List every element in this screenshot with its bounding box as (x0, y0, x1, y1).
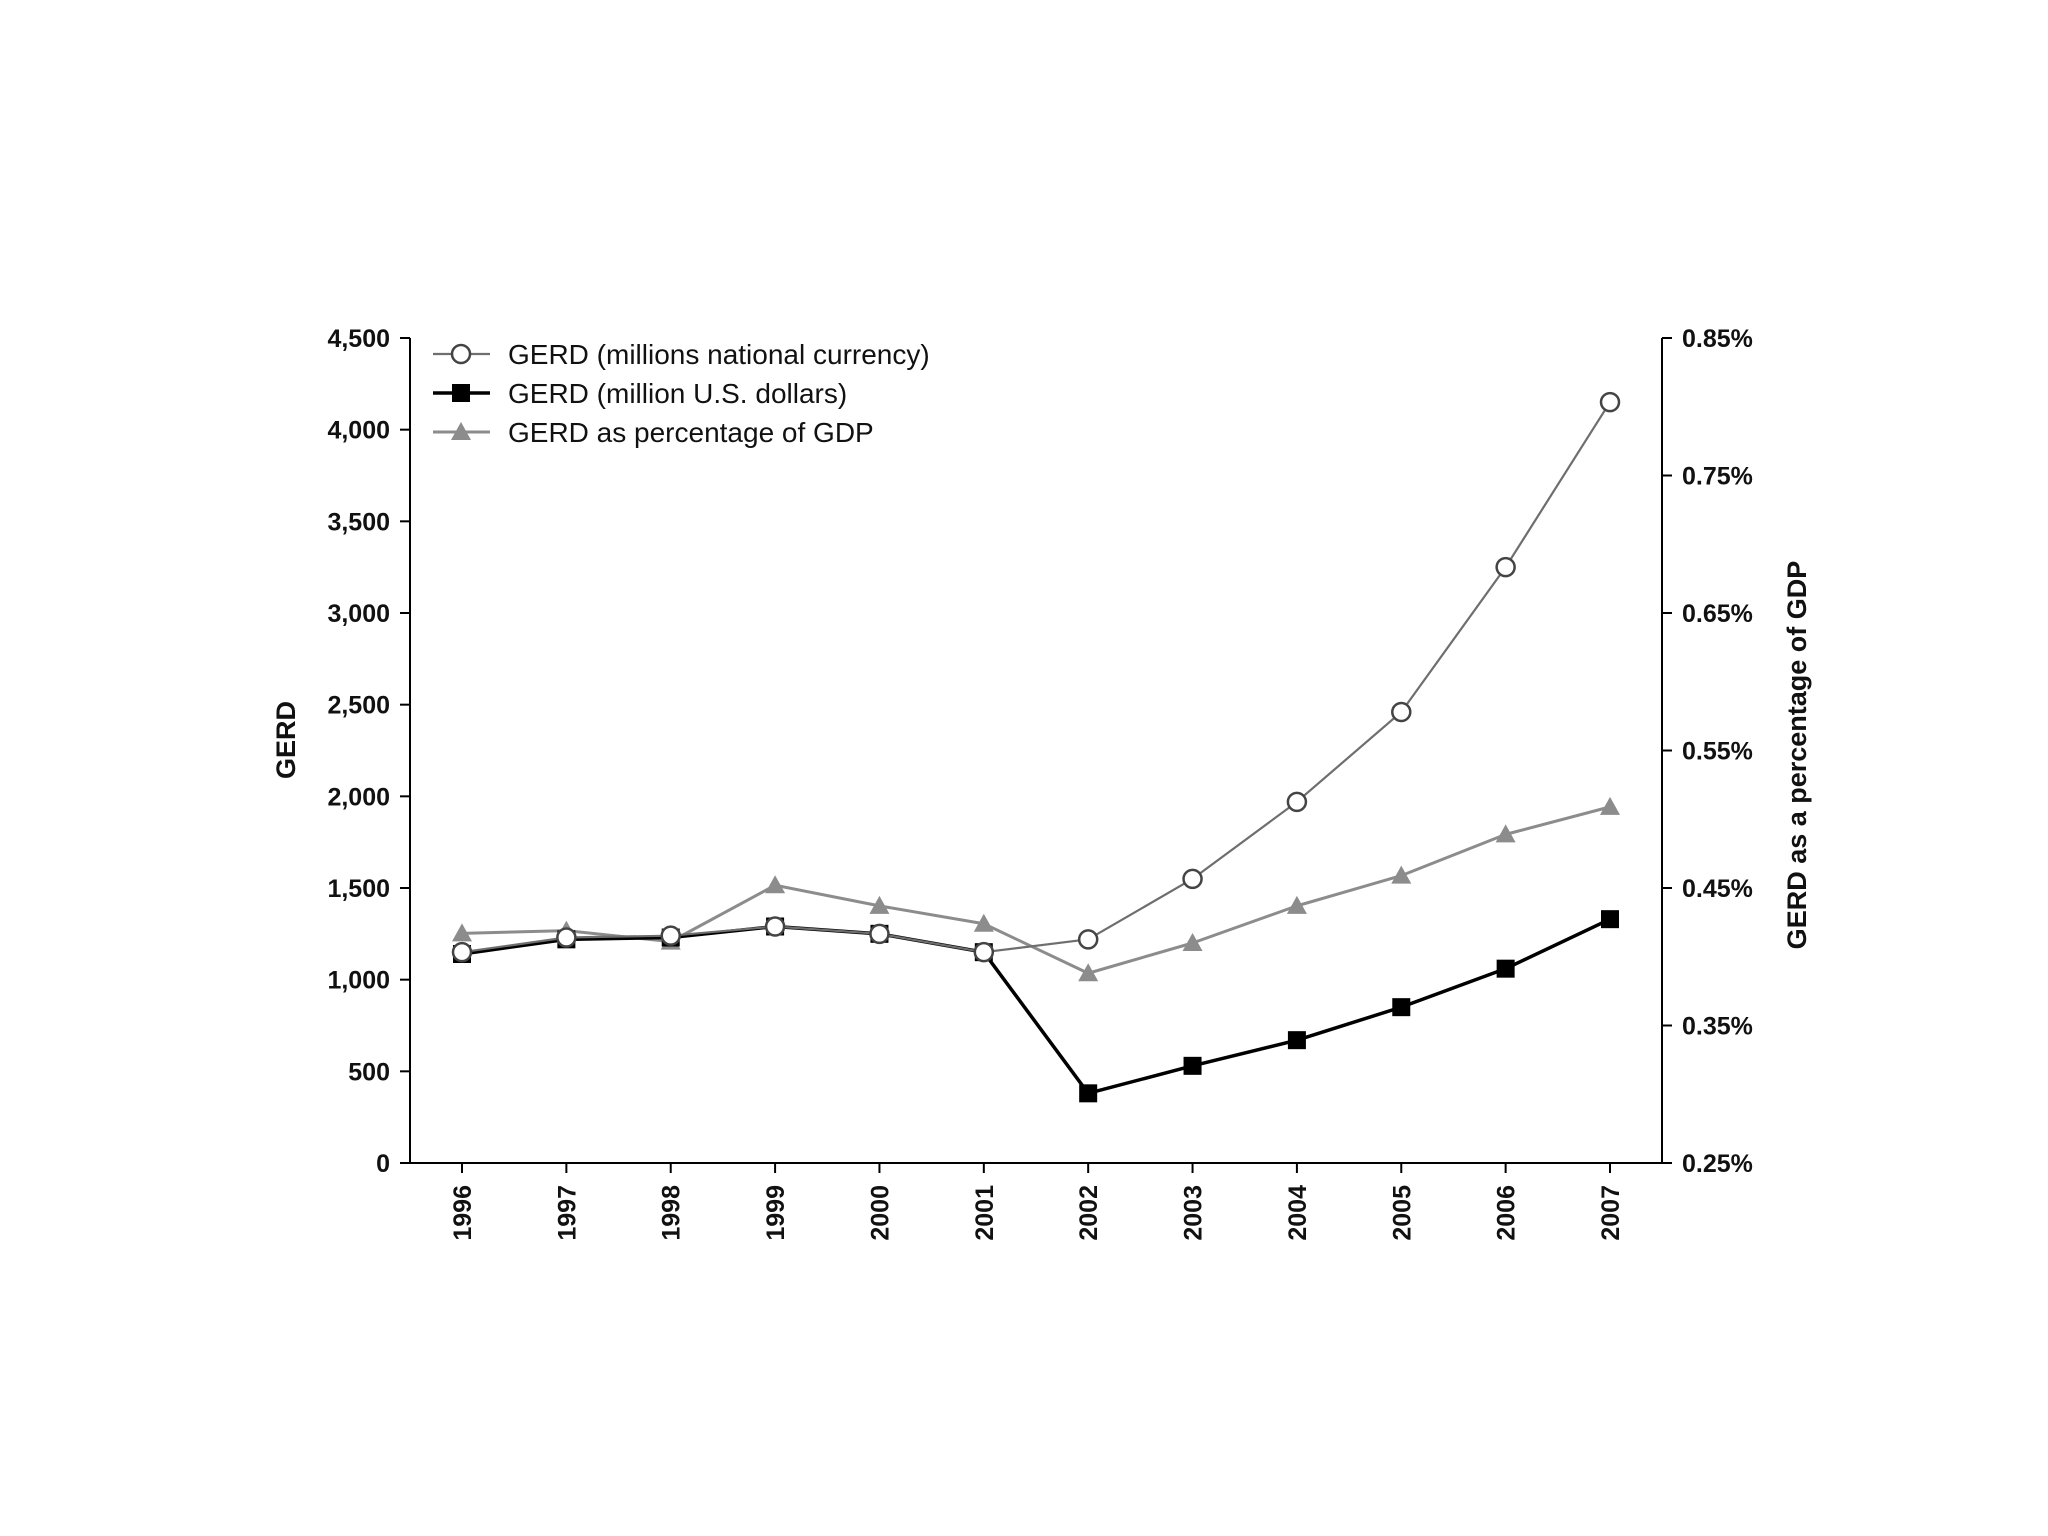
right-tick-label: 0.35% (1682, 1013, 1753, 1041)
data-point (451, 941, 473, 963)
data-point (452, 923, 472, 942)
data-point (1495, 824, 1516, 843)
x-tick-label: 1997 (553, 1185, 581, 1241)
data-point (1601, 910, 1619, 929)
x-tick-label: 2003 (1180, 1185, 1208, 1241)
x-tick-label: 2001 (971, 1185, 999, 1241)
right-tick-label: 0.25% (1682, 1150, 1753, 1178)
series-1 (451, 391, 1621, 963)
data-point (556, 927, 577, 948)
data-point (1287, 1031, 1306, 1050)
x-tick-label: 1999 (762, 1185, 790, 1241)
series-3 (452, 796, 1620, 982)
y-axis-title-left: GERD (271, 701, 301, 779)
right-tick-label: 0.65% (1682, 600, 1753, 628)
x-tick-label: 2004 (1284, 1185, 1312, 1241)
data-point (1496, 959, 1515, 978)
left-tick-label: 4,000 (327, 417, 390, 445)
series-layer (451, 391, 1621, 1103)
data-point (973, 913, 994, 932)
x-tick-label: 2005 (1388, 1185, 1416, 1241)
series-line (461, 401, 1611, 954)
data-point (764, 916, 786, 937)
right-tick-label: 0.85% (1682, 325, 1753, 353)
series-line (461, 805, 1611, 975)
legend-label: GERD (millions national currency) (508, 339, 930, 370)
right-tick-labels: 0.25% 0.35% 0.45% 0.55% 0.65% 0.75% 0.85% (1662, 325, 1753, 1178)
legend-item: GERD as percentage of GDP (433, 417, 874, 448)
left-tick-label: 500 (348, 1058, 390, 1086)
series-2 (453, 910, 1619, 1103)
x-tick-label: 1996 (449, 1185, 477, 1241)
left-tick-label: 3,500 (327, 508, 390, 536)
left-tick-label: 2,500 (327, 692, 390, 720)
legend-marker (451, 422, 471, 440)
series-line (461, 917, 1611, 1096)
x-tick-label: 2007 (1597, 1185, 1625, 1241)
x-tick-label: 2002 (1075, 1185, 1103, 1241)
data-point (1392, 998, 1411, 1017)
data-point (1391, 701, 1412, 723)
data-point (1183, 1056, 1202, 1075)
data-point (1078, 963, 1099, 982)
data-point (869, 895, 890, 914)
legend: GERD (millions national currency) GERD (m… (433, 339, 930, 448)
legend-item: GERD (millions national currency) (433, 339, 930, 370)
left-tick-label: 1,500 (327, 875, 390, 903)
left-tick-label: 0 (376, 1150, 390, 1178)
left-tick-label: 4,500 (327, 325, 390, 353)
data-point (1079, 1084, 1098, 1103)
left-tick-label: 3,000 (327, 600, 390, 628)
data-point (1600, 796, 1620, 815)
legend-label: GERD (million U.S. dollars) (508, 378, 847, 409)
legend-item: GERD (million U.S. dollars) (433, 378, 847, 409)
legend-marker (450, 343, 472, 365)
data-point (1286, 895, 1307, 914)
data-point (1599, 391, 1621, 413)
data-point (1077, 929, 1099, 950)
legend-label: GERD as percentage of GDP (508, 417, 874, 448)
data-point (660, 925, 681, 946)
legend-marker (452, 384, 470, 402)
x-tick-labels: 1996 1997 1998 1999 2000 2001 2002 2003 2004 2005… (449, 1163, 1625, 1241)
data-point (973, 941, 995, 963)
data-point (1391, 865, 1412, 884)
data-point (869, 923, 890, 945)
data-point (1182, 933, 1203, 951)
right-tick-label: 0.55% (1682, 738, 1753, 766)
y-axis-title-right: GERD as a percentage of GDP (1782, 561, 1812, 950)
data-point (765, 875, 786, 894)
left-tick-label: 2,000 (327, 783, 390, 811)
left-tick-label: 1,000 (327, 967, 390, 995)
data-point (1495, 556, 1516, 578)
x-tick-label: 2006 (1493, 1185, 1521, 1241)
right-tick-label: 0.45% (1682, 875, 1753, 903)
data-point (1182, 868, 1203, 890)
x-tick-label: 1998 (658, 1185, 686, 1241)
right-tick-label: 0.75% (1682, 463, 1753, 491)
data-point (1286, 791, 1308, 813)
left-tick-labels: 0 500 1,000 1,500 2,000 2,500 3,000 3,500 4,000 4… (327, 325, 410, 1178)
x-tick-label: 2000 (866, 1185, 894, 1241)
axes (409, 338, 1663, 1164)
